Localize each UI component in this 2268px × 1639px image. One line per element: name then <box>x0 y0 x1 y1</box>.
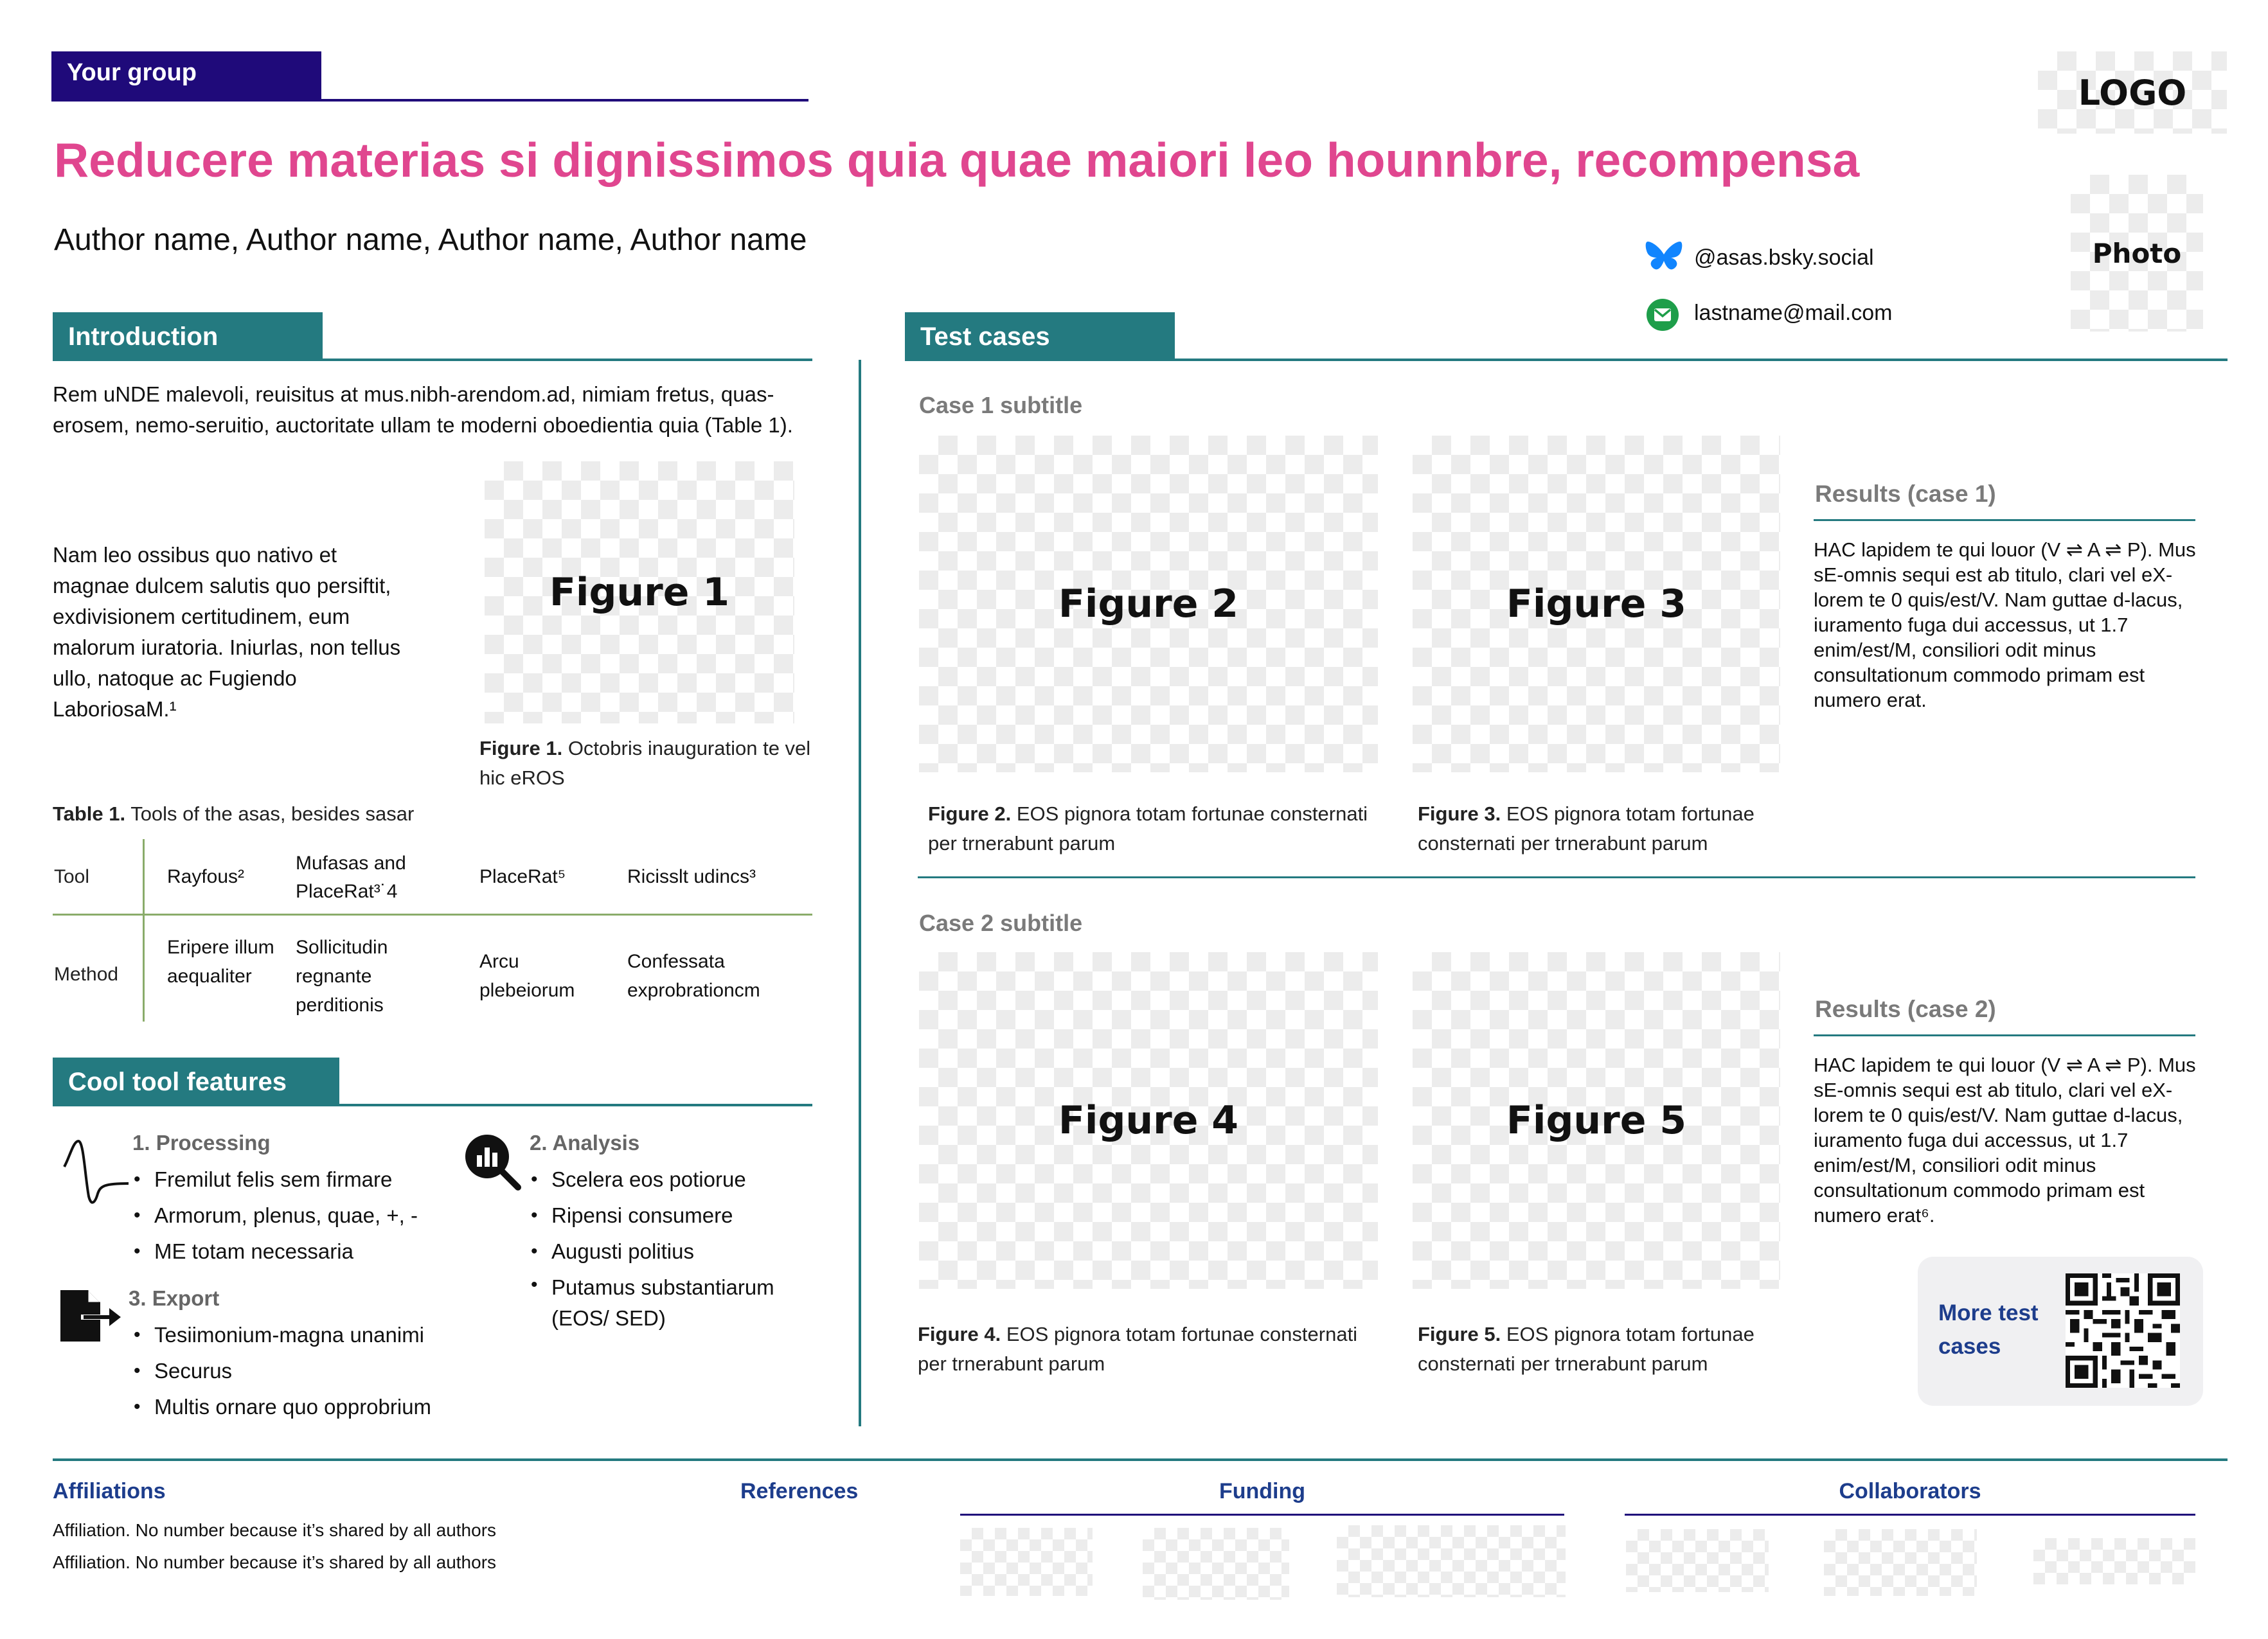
case-divider <box>918 876 2195 878</box>
list-item: Fremilut felis sem firmare <box>134 1162 418 1198</box>
qr-code-icon[interactable] <box>2066 1273 2180 1388</box>
photo-placeholder <box>2071 175 2203 332</box>
collaborator-logo-1 <box>1626 1529 1769 1592</box>
bluesky-butterfly-icon <box>1645 242 1683 270</box>
results-case-1-text: HAC lapidem te qui louor (V ⇌ A ⇌ P). Mu… <box>1814 538 2196 711</box>
results-case-1-rule <box>1814 519 2195 521</box>
features-heading: Cool tool features <box>53 1058 339 1106</box>
list-item: Augusti politius <box>531 1234 801 1270</box>
results-case-2-title: Results (case 2) <box>1815 996 1996 1022</box>
affiliations-title: Affiliations <box>53 1479 166 1503</box>
table-vertical-rule <box>143 839 145 1022</box>
figure-1-caption: Figure 1. Octobris inauguration te vel h… <box>479 737 811 789</box>
signal-wave-icon <box>63 1139 129 1204</box>
funding-logo-2 <box>1143 1528 1289 1600</box>
introduction-rule <box>53 359 812 361</box>
table-cell-method: Method <box>54 964 119 985</box>
figure-5-label: Figure 5 <box>1506 1098 1687 1143</box>
funding-rule <box>960 1514 1564 1516</box>
figure-5-caption: Figure 5. EOS pignora totam fortunae con… <box>1418 1323 1755 1375</box>
features-rule <box>53 1104 812 1106</box>
group-tag-rule <box>51 99 808 102</box>
footer-rule <box>53 1458 2228 1461</box>
group-tag <box>51 51 321 102</box>
more-test-cases-link[interactable]: More test cases <box>1938 1300 2039 1359</box>
list-item: Armorum, plenus, quae, +, - <box>134 1198 418 1234</box>
case-2-subtitle: Case 2 subtitle <box>919 910 1083 936</box>
collaborator-logo-2 <box>1824 1529 1977 1596</box>
introduction-heading: Introduction <box>53 312 323 361</box>
affiliation-line-2: Affiliation. No number because it’s shar… <box>53 1552 497 1572</box>
table-cell-arcu: Arcu plebeiorum <box>479 951 575 1001</box>
funding-logo-3 <box>1337 1525 1566 1597</box>
search-chart-icon <box>465 1135 521 1191</box>
case-1-subtitle: Case 1 subtitle <box>919 392 1083 418</box>
list-item: Tesiimonium-magna unanimi <box>134 1317 431 1353</box>
analysis-title: 2. Analysis <box>530 1131 640 1155</box>
figure-3-caption: Figure 3. EOS pignora totam fortunae con… <box>1418 802 1755 855</box>
logo-placeholder <box>2038 51 2227 134</box>
list-item: Ripensi consumere <box>531 1198 801 1234</box>
table-cell-mufasas: Mufasas and PlaceRat³˙4 <box>296 853 406 902</box>
table-cell-confessata: Confessata exprobrationcm <box>627 951 760 1001</box>
results-case-2-text: HAC lapidem te qui louor (V ⇌ A ⇌ P). Mu… <box>1814 1054 2196 1227</box>
table-cell-sollicitudin: Sollicitudin regnante perditionis <box>296 937 388 1016</box>
list-item: Putamus substantiarum (EOS/ SED) <box>531 1270 801 1334</box>
intro-paragraph-1: Rem uNDE malevoli, reuisitus at mus.nibh… <box>53 382 793 437</box>
funding-title: Funding <box>1219 1479 1306 1503</box>
test-cases-rule <box>905 359 2228 361</box>
processing-list: Fremilut felis sem firmare Armorum, plen… <box>134 1162 418 1270</box>
figure-4-placeholder: Figure 4 <box>919 952 1378 1289</box>
figure-4-caption: Figure 4. EOS pignora totam fortunae con… <box>918 1323 1358 1375</box>
affiliation-line-1: Affiliation. No number because it’s shar… <box>53 1520 497 1540</box>
table-horizontal-rule <box>53 914 812 916</box>
list-item: ME totam necessaria <box>134 1234 418 1270</box>
references-title: References <box>740 1479 859 1503</box>
table-cell-ricissltudincs: Ricisslt udincs³ <box>627 866 756 887</box>
table-1-caption: Table 1. Tools of the asas, besides sasa… <box>53 802 415 825</box>
table-cell-eripere: Eripere illum aequaliter <box>167 937 274 987</box>
collaborators-rule <box>1625 1514 2195 1516</box>
social-handle[interactable]: @asas.bsky.social <box>1694 245 1874 270</box>
figure-3-label: Figure 3 <box>1506 581 1687 626</box>
table-cell-tool: Tool <box>54 866 90 887</box>
figure-2-label: Figure 2 <box>1058 581 1239 626</box>
test-cases-heading: Test cases <box>905 312 1175 361</box>
export-list: Tesiimonium-magna unanimi Securus Multis… <box>134 1317 431 1425</box>
mail-icon <box>1647 299 1679 331</box>
list-item: Scelera eos potiorue <box>531 1162 801 1198</box>
export-file-icon <box>60 1290 121 1342</box>
table-cell-rayfous: Rayfous² <box>167 866 245 887</box>
analysis-list: Scelera eos potiorue Ripensi consumere A… <box>531 1162 801 1334</box>
email-address[interactable]: lastname@mail.com <box>1694 301 1893 325</box>
results-case-2-rule <box>1814 1034 2195 1036</box>
author-list: Author name, Author name, Author name, A… <box>54 223 807 257</box>
funding-logo-1 <box>960 1528 1093 1596</box>
collaborators-title: Collaborators <box>1839 1479 1981 1503</box>
logo-text: LOGO <box>2078 72 2187 113</box>
list-item: Multis ornare quo opprobrium <box>134 1389 431 1425</box>
figure-5-placeholder: Figure 5 <box>1413 952 1780 1289</box>
export-title: 3. Export <box>129 1286 220 1310</box>
table-cell-placerat: PlaceRat⁵ <box>479 866 566 887</box>
photo-text: Photo <box>2092 237 2182 269</box>
figure-1-label: Figure 1 <box>549 570 730 615</box>
results-case-1-title: Results (case 1) <box>1815 481 1996 507</box>
intro-paragraph-2: Nam leo ossibus quo nativo et magnae dul… <box>53 543 401 721</box>
list-item: Securus <box>134 1353 431 1389</box>
group-tag-label: Your group <box>67 59 197 86</box>
figure-2-placeholder: Figure 2 <box>919 436 1378 772</box>
processing-title: 1. Processing <box>132 1131 271 1155</box>
column-divider <box>859 360 861 1426</box>
figure-1-placeholder: Figure 1 <box>485 461 794 723</box>
figure-2-caption: Figure 2. EOS pignora totam fortunae con… <box>928 802 1368 855</box>
figure-3-placeholder: Figure 3 <box>1413 436 1780 772</box>
figure-4-label: Figure 4 <box>1058 1098 1239 1143</box>
poster-title: Reducere materias si dignissimos quia qu… <box>54 133 1860 187</box>
collaborator-logo-3 <box>2033 1538 2195 1584</box>
